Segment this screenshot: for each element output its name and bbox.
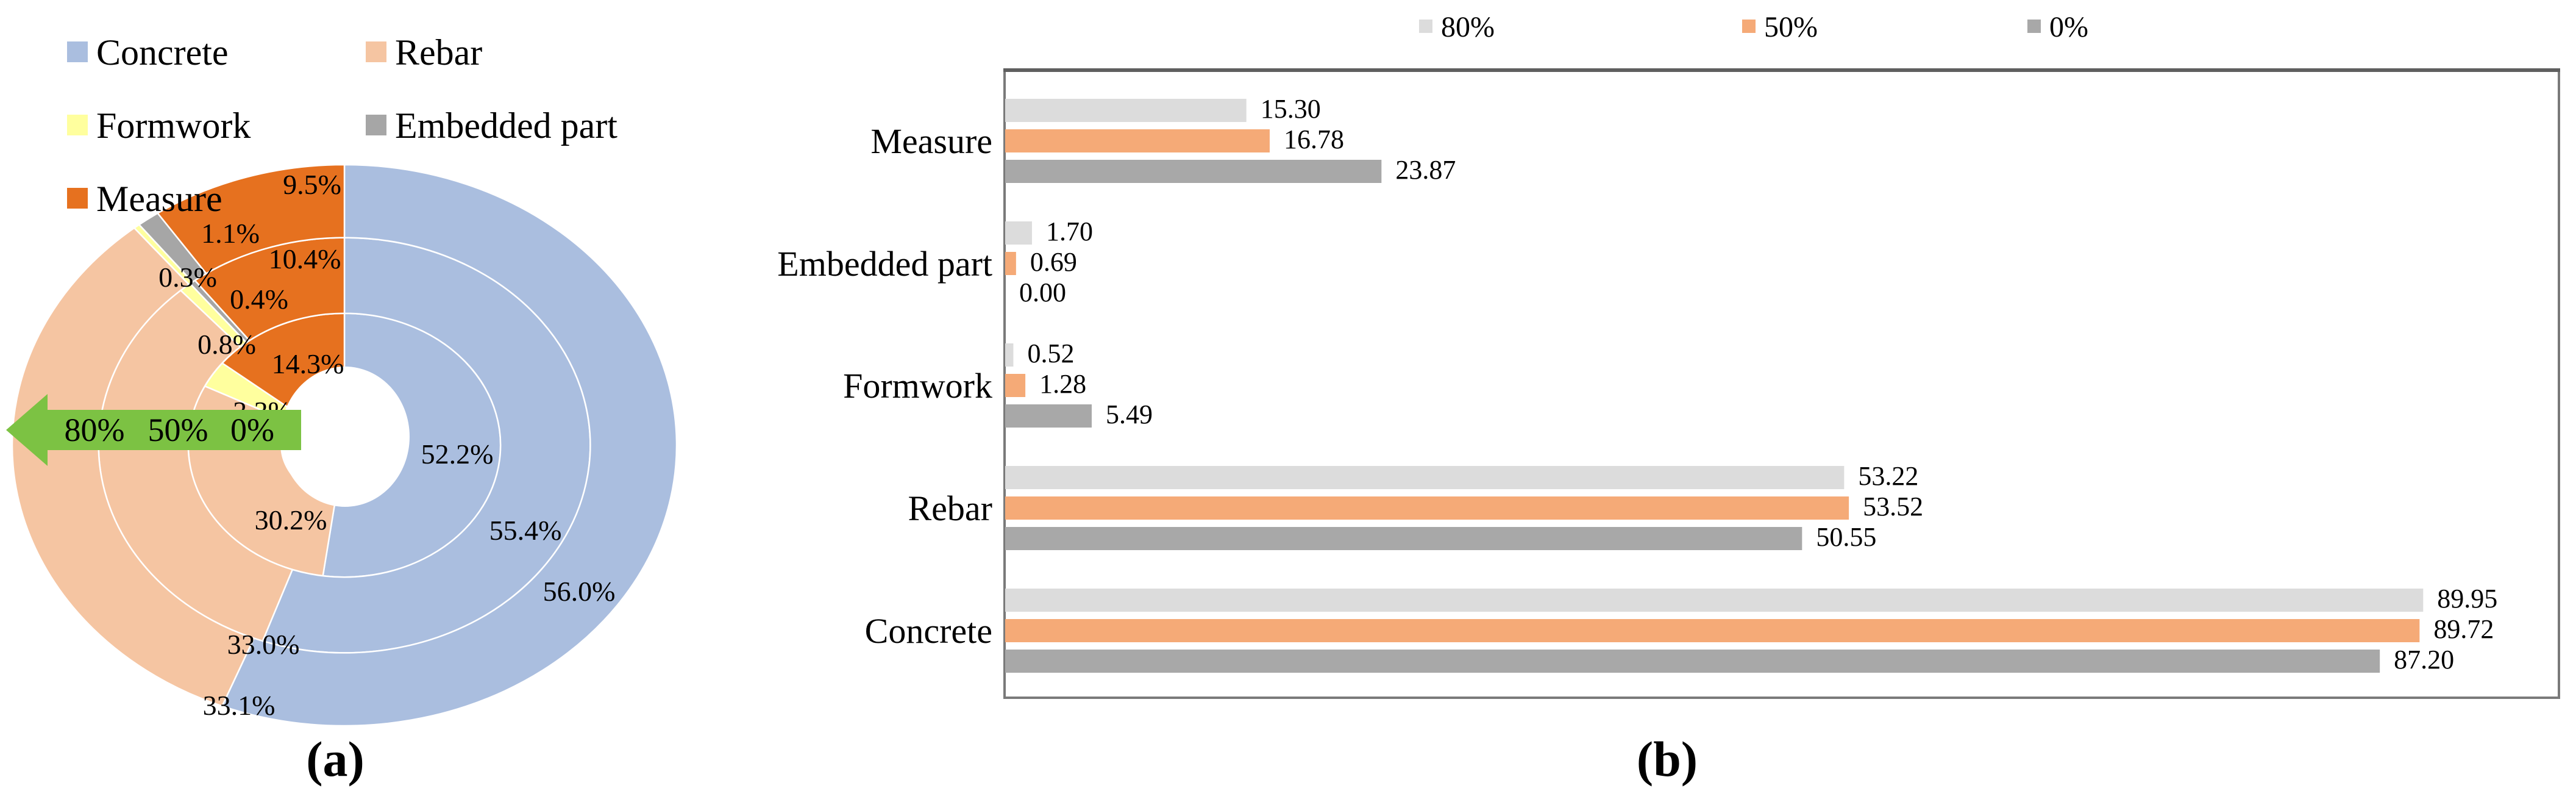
legend-a-label-measure: Measure xyxy=(96,179,222,219)
category-label-concrete: Concrete xyxy=(865,611,992,651)
category-label-formwork: Formwork xyxy=(843,366,992,406)
legend-a-item-measure: Measure xyxy=(67,179,222,219)
scenario-arrow: 80% 50% 0% xyxy=(6,394,301,466)
legend-b-label-0: 0% xyxy=(2049,11,2088,43)
pie-slice-rebar-ring-80%[interactable] xyxy=(11,227,255,707)
legend-a-swatch-concrete xyxy=(67,41,88,62)
bar-value-measure-50: 16.78 xyxy=(1284,124,1344,154)
legend-b-label-50: 50% xyxy=(1764,11,1818,43)
pie-label-concrete-ring-0%: 52.2% xyxy=(421,439,494,470)
legend-a-swatch-formwork xyxy=(67,115,88,135)
bar-measure-0[interactable] xyxy=(1005,160,1382,183)
arrow-label-50: 50% xyxy=(148,412,208,448)
legend-a-label-concrete: Concrete xyxy=(96,32,229,73)
bar-measure-80[interactable] xyxy=(1005,99,1247,122)
legend-a-label-embedded_part: Embedded part xyxy=(395,106,617,146)
bar-value-formwork-50: 1.28 xyxy=(1039,369,1086,399)
bar-rebar-50[interactable] xyxy=(1005,496,1849,520)
pie-label-measure-ring-0%: 14.3% xyxy=(272,348,344,379)
donut-legend: Concrete Formwork Measure Rebar Embedded par… xyxy=(67,32,617,219)
bar-value-embedded-part-0: 0.00 xyxy=(1019,278,1066,307)
arrow-label-80: 80% xyxy=(65,412,125,448)
pie-label-measure-ring-50%: 10.4% xyxy=(269,243,341,274)
bar-value-rebar-50: 53.52 xyxy=(1863,492,1923,521)
legend-a-label-rebar: Rebar xyxy=(395,32,482,73)
pie-slice-measure-ring-80%[interactable] xyxy=(156,163,346,275)
bar-value-embedded-part-80: 1.70 xyxy=(1046,217,1093,246)
pie-label-formwork-ring-80%: 0.3% xyxy=(158,262,217,293)
donut-hole xyxy=(280,367,410,507)
legend-b-label-80: 80% xyxy=(1441,11,1495,43)
legend-a-item-concrete: Concrete xyxy=(67,32,229,73)
legend-b-item-0: 0% xyxy=(2027,11,2088,43)
arrow-body xyxy=(48,410,301,450)
pie-label-embedded_part-ring-50%: 0.4% xyxy=(230,284,288,315)
caption-b: (b) xyxy=(1637,731,1698,787)
bar-value-embedded-part-50: 0.69 xyxy=(1030,247,1077,277)
pie-label-rebar-ring-0%: 30.2% xyxy=(255,504,327,535)
pie-label-concrete-ring-50%: 55.4% xyxy=(489,515,562,546)
bar-rebar-80[interactable] xyxy=(1005,466,1845,489)
bar-concrete-80[interactable] xyxy=(1005,589,2424,612)
pie-slice-concrete-ring-80%[interactable] xyxy=(221,163,678,727)
bar-rebar-0[interactable] xyxy=(1005,527,1802,550)
bar-value-formwork-80: 0.52 xyxy=(1027,338,1074,368)
pie-label-measure-ring-80%: 9.5% xyxy=(283,169,341,200)
legend-b-swatch-50 xyxy=(1742,20,1756,33)
pie-label-formwork-ring-50%: 0.8% xyxy=(197,329,256,360)
legend-b-swatch-80 xyxy=(1419,20,1432,33)
legend-a-swatch-rebar xyxy=(366,41,386,62)
bar-value-formwork-0: 5.49 xyxy=(1106,399,1153,429)
bar-formwork-80[interactable] xyxy=(1005,343,1014,367)
bar-measure-50[interactable] xyxy=(1005,129,1270,152)
bar-value-concrete-50: 89.72 xyxy=(2433,614,2494,644)
arrow-head-icon xyxy=(6,394,48,466)
legend-a-label-formwork: Formwork xyxy=(96,106,251,146)
legend-a-item-rebar: Rebar xyxy=(366,32,482,73)
donut-chart: 52.2%30.2%3.3%14.3%55.4%33.0%0.8%0.4%10.… xyxy=(11,163,678,727)
bar-formwork-0[interactable] xyxy=(1005,404,1092,428)
bar-value-measure-80: 15.30 xyxy=(1261,94,1321,124)
bar-embedded-part-50[interactable] xyxy=(1005,252,1016,275)
bar-concrete-0[interactable] xyxy=(1005,650,2380,673)
bar-value-rebar-0: 50.55 xyxy=(1816,522,1876,552)
bar-value-concrete-80: 89.95 xyxy=(2437,584,2497,614)
legend-a-item-formwork: Formwork xyxy=(67,106,251,146)
legend-a-swatch-measure xyxy=(67,188,88,209)
bar-value-concrete-0: 87.20 xyxy=(2394,645,2454,675)
pie-label-concrete-ring-80%: 56.0% xyxy=(543,576,616,607)
bar-embedded-part-80[interactable] xyxy=(1005,221,1032,245)
caption-a: (a) xyxy=(306,731,365,787)
category-label-embedded-part: Embedded part xyxy=(777,244,992,284)
arrow-label-0: 0% xyxy=(230,412,274,448)
bar-value-measure-0: 23.87 xyxy=(1395,155,1456,185)
pie-label-embedded_part-ring-80%: 1.1% xyxy=(201,218,260,249)
legend-b-swatch-0 xyxy=(2027,20,2041,33)
category-label-measure: Measure xyxy=(870,121,992,161)
pie-label-rebar-ring-50%: 33.0% xyxy=(227,629,300,660)
legend-a-item-embedded_part: Embedded part xyxy=(366,106,617,146)
legend-a-swatch-embedded_part xyxy=(366,115,386,135)
bar-value-rebar-80: 53.22 xyxy=(1858,461,1918,491)
legend-b-item-50: 50% xyxy=(1742,11,1818,43)
bar-legend: 80% 50% 0% xyxy=(1419,11,2088,43)
bar-formwork-50[interactable] xyxy=(1005,374,1026,397)
pie-label-rebar-ring-80%: 33.1% xyxy=(203,690,276,721)
category-label-rebar: Rebar xyxy=(908,489,993,528)
legend-b-item-80: 80% xyxy=(1419,11,1495,43)
bar-concrete-50[interactable] xyxy=(1005,619,2420,642)
